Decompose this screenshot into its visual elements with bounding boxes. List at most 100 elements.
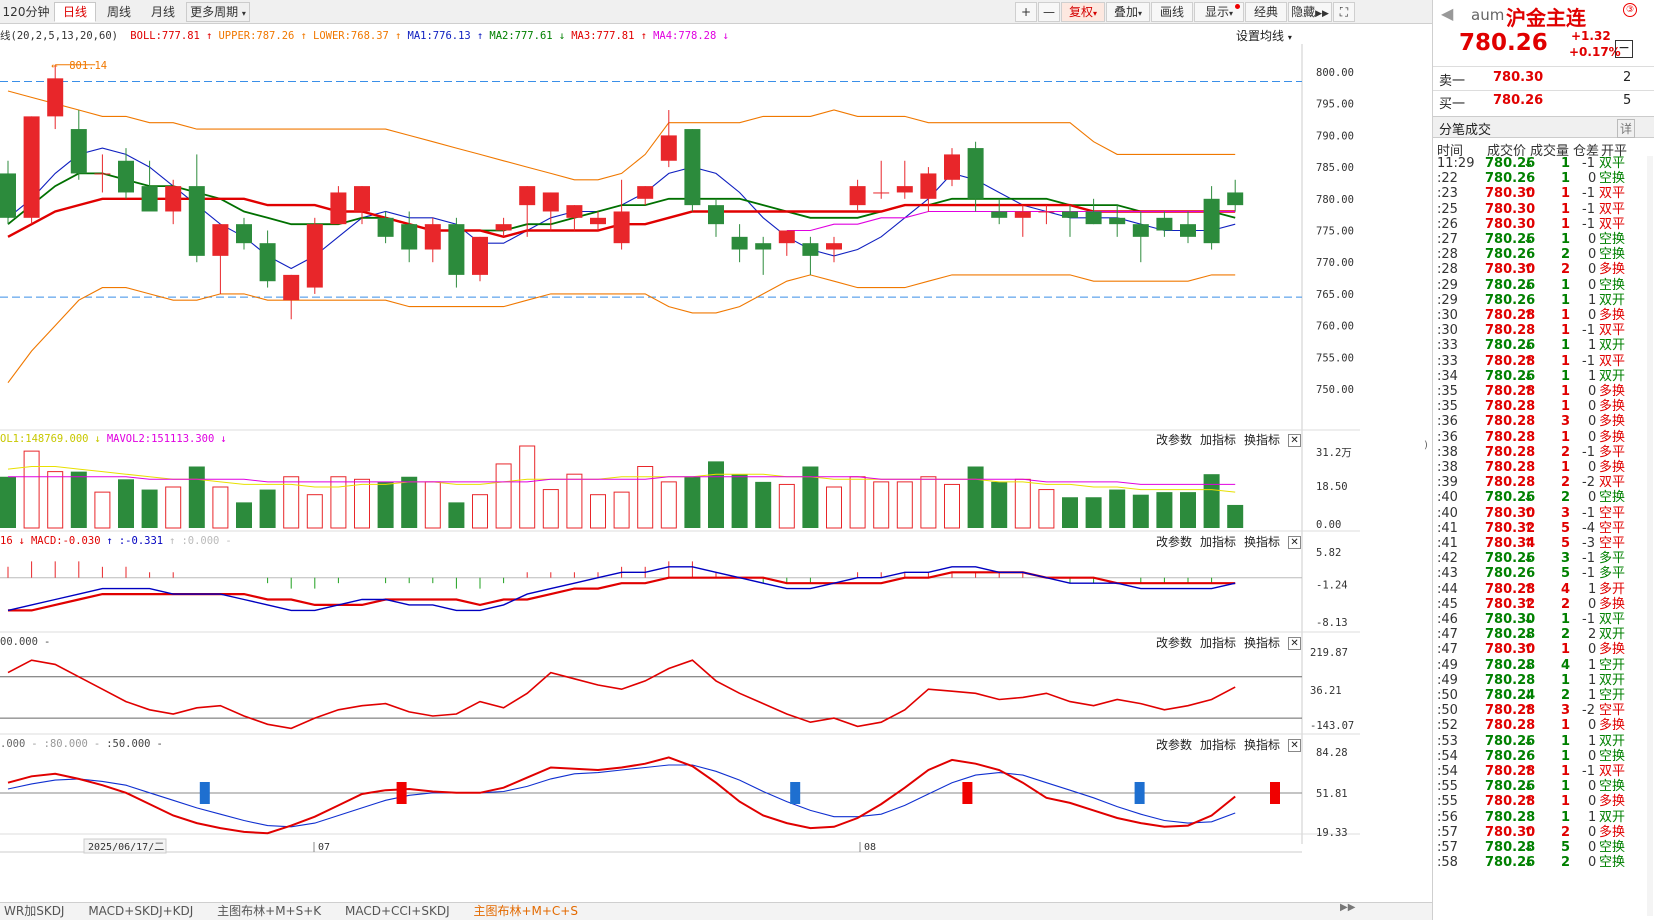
switch-indicator-button[interactable]: 换指标 (1244, 636, 1281, 650)
tab-boll-m-c-s[interactable]: 主图布林+M+C+S (473, 904, 578, 918)
close-icon[interactable]: ✕ (1288, 739, 1302, 752)
fullscreen-icon[interactable]: ⛶ (1333, 2, 1355, 22)
tick-type: 双平 (1599, 353, 1626, 369)
tick-volume: 2 (1561, 490, 1571, 506)
tick-type: 双平 (1599, 186, 1626, 202)
tab-daily[interactable]: 日线 (54, 2, 96, 22)
add-indicator-button[interactable]: 加指标 (1200, 636, 1237, 650)
tab-wr-skdj[interactable]: WR加SKDJ (4, 904, 65, 918)
volume-bar (849, 476, 866, 529)
main-chart[interactable]: 800.00 795.00 790.00 785.00 780.00 775.00 770.… (0, 44, 1360, 899)
tick-arrow: ↑ (1523, 384, 1534, 399)
detail-button[interactable]: 详 (1617, 119, 1636, 138)
edit-params-button[interactable]: 改参数 (1156, 636, 1193, 650)
zoom-in-button[interactable]: + (1015, 2, 1037, 22)
edit-params-button[interactable]: 改参数 (1156, 535, 1193, 549)
tab-boll-m-s-k[interactable]: 主图布林+M+S+K (217, 904, 322, 918)
tab-more-periods[interactable]: 更多周期 ▾ (186, 2, 250, 22)
tick-time: :49 (1437, 672, 1458, 688)
overlay-button[interactable]: 叠加▾ (1106, 2, 1150, 22)
splitter-handle[interactable]: ) (1424, 440, 1428, 451)
tick-row: :55 780.28 ↑ 1 0 多换 (1433, 794, 1654, 810)
zoom-out-button[interactable]: — (1038, 2, 1060, 22)
tick-type: 空换 (1599, 490, 1626, 506)
ask-price: 780.30 (1493, 70, 1544, 85)
candle-body (755, 243, 772, 250)
switch-indicator-button[interactable]: 换指标 (1244, 535, 1281, 549)
tick-oi-change: 0 (1588, 718, 1597, 734)
tab-120min[interactable]: 120分钟 (2, 5, 50, 19)
adjust-button[interactable]: 复权▾ (1061, 2, 1105, 22)
tick-oi-change: 1 (1588, 688, 1597, 703)
tick-volume: 5 (1561, 536, 1571, 551)
price-tick-label: 765.00 (1316, 289, 1354, 301)
candle-body (1132, 224, 1149, 237)
volume-bar (448, 502, 465, 528)
volume-bar (283, 476, 300, 529)
tick-time: :55 (1437, 794, 1458, 810)
minimize-icon[interactable]: − (1615, 40, 1633, 58)
tick-oi-change: 0 (1588, 642, 1597, 658)
tick-time: :28 (1437, 247, 1458, 263)
tick-price: 780.30 (1485, 824, 1536, 840)
tick-row: :47 780.30 ↑ 1 0 多换 (1433, 642, 1654, 658)
cci-panel-buttons: 改参数 加指标 换指标 ✕ (1148, 634, 1302, 651)
tick-row: :57 780.28 ↓ 5 0 空换 (1433, 840, 1654, 856)
tick-row: :30 780.28 1 -1 双平 (1433, 323, 1654, 339)
classic-button[interactable]: 经典 (1245, 2, 1287, 22)
hide-button[interactable]: 隐藏▶▶ (1288, 2, 1332, 22)
tick-arrow: ↓ (1523, 855, 1534, 871)
x-axis-date-label: 2025/06/17/二 (88, 842, 164, 853)
tick-type: 多换 (1599, 262, 1626, 278)
add-indicator-button[interactable]: 加指标 (1200, 535, 1237, 549)
macd-panel-buttons: 改参数 加指标 换指标 ✕ (1148, 533, 1302, 550)
tick-volume: 1 (1561, 384, 1571, 399)
cci-tick-label: 36.21 (1310, 685, 1342, 697)
tick-price: 780.26 (1485, 292, 1536, 308)
tick-row: :36 780.28 3 0 多换 (1433, 414, 1654, 430)
close-icon[interactable]: ✕ (1288, 637, 1302, 650)
macd-tick-label: 5.82 (1316, 547, 1341, 559)
tick-volume: 1 (1561, 809, 1571, 825)
double-chevron-right-icon[interactable]: ▶▶ (1340, 902, 1356, 913)
tick-type: 空换 (1599, 840, 1626, 855)
switch-indicator-button[interactable]: 换指标 (1244, 433, 1281, 447)
candle-body (424, 224, 441, 250)
tab-weekly[interactable]: 周线 (106, 5, 131, 19)
candle-body (684, 129, 701, 206)
close-icon[interactable]: ✕ (1288, 536, 1302, 549)
add-indicator-button[interactable]: 加指标 (1200, 738, 1237, 752)
tab-macd-skdj-kdj[interactable]: MACD+SKDJ+KDJ (88, 904, 194, 918)
indicator-value-4: MA2:777.61 ↓ (489, 30, 566, 42)
tick-type: 多换 (1599, 794, 1626, 810)
add-indicator-button[interactable]: 加指标 (1200, 433, 1237, 447)
info-badge-icon[interactable]: ③ (1623, 3, 1637, 17)
close-icon[interactable]: ✕ (1288, 434, 1302, 447)
crosshair-date-box (83, 838, 167, 854)
display-button[interactable]: 显示▾ (1194, 2, 1244, 22)
tick-time: :54 (1437, 764, 1458, 779)
collapse-left-icon[interactable]: ◀ (1441, 4, 1454, 23)
scrollbar[interactable] (1647, 156, 1653, 916)
kdj-hdr-item-4: :50.000 (106, 738, 151, 750)
tick-row: :47 780.28 ↓ 2 2 双开 (1433, 627, 1654, 643)
tab-monthly[interactable]: 月线 (150, 5, 175, 19)
volume-bar (424, 481, 441, 529)
edit-params-button[interactable]: 改参数 (1156, 433, 1193, 447)
price-tick-label: 780.00 (1316, 194, 1354, 206)
draw-line-button[interactable]: 画线 (1151, 2, 1193, 22)
volume-bar (401, 476, 418, 528)
tick-volume: 1 (1561, 171, 1571, 187)
tab-macd-cci-skdj[interactable]: MACD+CCI+SKDJ (344, 904, 450, 918)
tick-type: 多换 (1599, 460, 1626, 475)
set-ma-button[interactable]: 设置均线 ▾ (1236, 27, 1292, 44)
switch-indicator-button[interactable]: 换指标 (1244, 738, 1281, 752)
tick-oi-change: -1 (1582, 353, 1595, 369)
tick-row: :34 780.26 ↓ 1 1 双开 (1433, 369, 1654, 385)
macd-hdr-item-1: ↓ (18, 535, 25, 547)
tick-arrow: ↓ (1523, 338, 1534, 354)
tick-oi-change: 0 (1588, 855, 1597, 871)
volume-bar (94, 491, 111, 529)
max-arrow: ← (51, 60, 57, 72)
edit-params-button[interactable]: 改参数 (1156, 738, 1193, 752)
